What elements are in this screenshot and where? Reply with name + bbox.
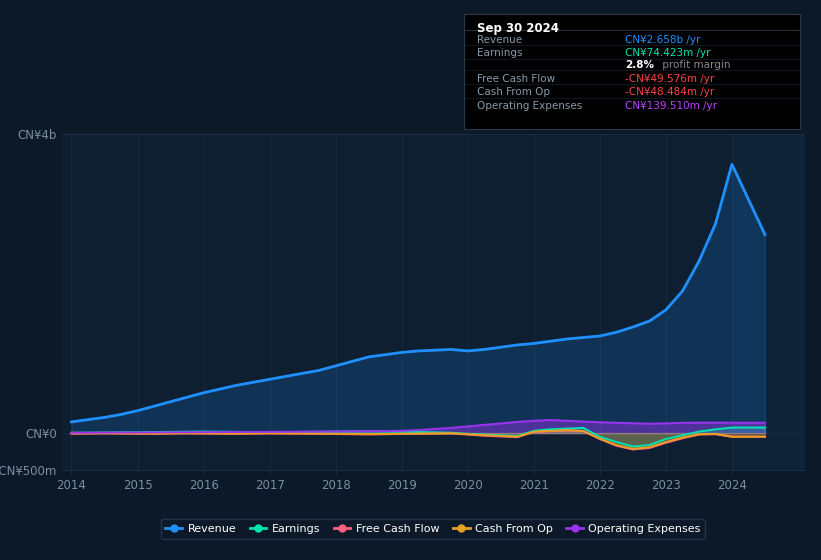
Text: 2.8%: 2.8% — [626, 60, 654, 70]
Bar — [732, 134, 805, 470]
Legend: Revenue, Earnings, Free Cash Flow, Cash From Op, Operating Expenses: Revenue, Earnings, Free Cash Flow, Cash … — [161, 519, 705, 539]
Text: Earnings: Earnings — [477, 49, 523, 58]
Text: Cash From Op: Cash From Op — [477, 87, 550, 97]
Text: Revenue: Revenue — [477, 35, 522, 45]
Text: profit margin: profit margin — [659, 60, 731, 70]
Text: Free Cash Flow: Free Cash Flow — [477, 74, 556, 83]
Text: -CN¥48.484m /yr: -CN¥48.484m /yr — [626, 87, 715, 97]
Text: CN¥74.423m /yr: CN¥74.423m /yr — [626, 49, 711, 58]
Text: CN¥2.658b /yr: CN¥2.658b /yr — [626, 35, 701, 45]
Text: -CN¥49.576m /yr: -CN¥49.576m /yr — [626, 74, 715, 83]
Text: Sep 30 2024: Sep 30 2024 — [477, 22, 559, 35]
Text: CN¥139.510m /yr: CN¥139.510m /yr — [626, 101, 718, 111]
Text: Operating Expenses: Operating Expenses — [477, 101, 583, 111]
FancyBboxPatch shape — [464, 14, 800, 129]
